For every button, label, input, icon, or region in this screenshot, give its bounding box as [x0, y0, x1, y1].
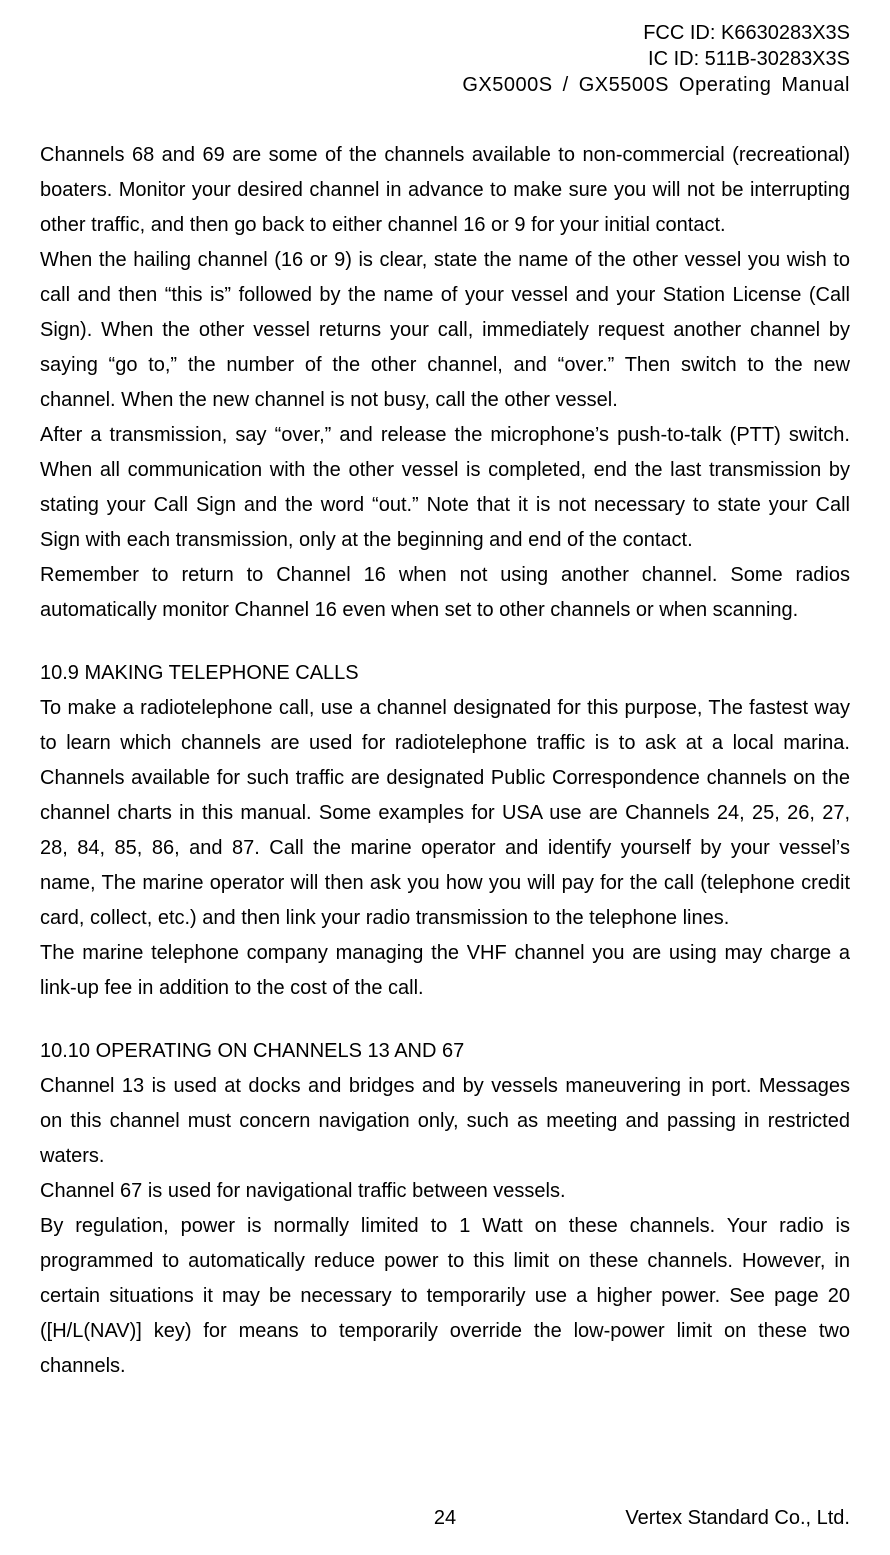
paragraph: To make a radiotelephone call, use a cha…: [40, 691, 850, 936]
section-heading-10-9: 10.9 MAKING TELEPHONE CALLS: [40, 656, 850, 691]
paragraph: Channel 67 is used for navigational traf…: [40, 1174, 850, 1209]
body-content: Channels 68 and 69 are some of the chann…: [40, 138, 850, 1384]
page-number: 24: [40, 1507, 850, 1530]
paragraph: After a transmission, say “over,” and re…: [40, 418, 850, 558]
paragraph: Channels 68 and 69 are some of the chann…: [40, 138, 850, 243]
ic-id: IC ID: 511B-30283X3S: [40, 46, 850, 72]
section-heading-10-10: 10.10 OPERATING ON CHANNELS 13 AND 67: [40, 1034, 850, 1069]
paragraph: Channel 13 is used at docks and bridges …: [40, 1069, 850, 1174]
manual-title: GX5000S / GX5500S Operating Manual: [40, 72, 850, 98]
section-gap: [40, 628, 850, 656]
fcc-id: FCC ID: K6630283X3S: [40, 20, 850, 46]
paragraph: When the hailing channel (16 or 9) is cl…: [40, 243, 850, 418]
paragraph: Remember to return to Channel 16 when no…: [40, 558, 850, 628]
section-gap: [40, 1006, 850, 1034]
paragraph: By regulation, power is normally limited…: [40, 1209, 850, 1384]
page-header: FCC ID: K6630283X3S IC ID: 511B-30283X3S…: [40, 20, 850, 98]
paragraph: The marine telephone company managing th…: [40, 936, 850, 1006]
page-footer: 24 Vertex Standard Co., Ltd.: [40, 1507, 850, 1530]
document-page: FCC ID: K6630283X3S IC ID: 511B-30283X3S…: [0, 0, 890, 1555]
